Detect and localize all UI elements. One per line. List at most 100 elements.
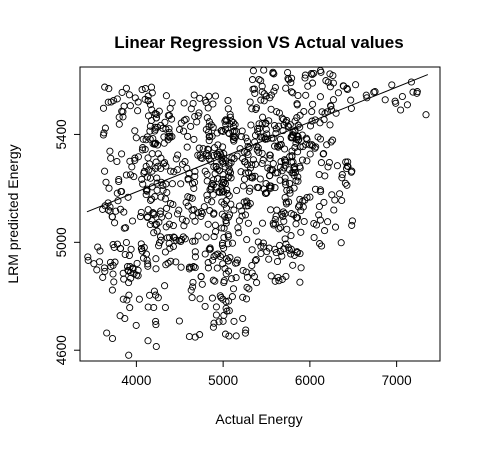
data-point [329, 136, 337, 144]
data-point [260, 97, 268, 105]
data-point [422, 111, 430, 119]
data-point [203, 191, 211, 199]
data-point [84, 253, 92, 261]
data-point [152, 114, 160, 122]
data-point [343, 181, 351, 189]
data-point [252, 105, 260, 113]
data-point [176, 125, 184, 134]
data-point [126, 102, 134, 110]
data-point [336, 190, 344, 198]
data-point [218, 241, 226, 249]
data-point [110, 96, 118, 105]
data-point [320, 198, 328, 206]
data-point [233, 186, 241, 195]
data-point [220, 278, 228, 287]
data-point [320, 150, 328, 158]
data-point [215, 187, 223, 196]
data-point [315, 170, 323, 179]
data-point [222, 197, 230, 205]
data-point [209, 323, 217, 331]
data-point [281, 174, 289, 182]
data-point [204, 196, 212, 204]
data-point [144, 303, 152, 311]
data-point [301, 74, 309, 82]
data-point [105, 85, 113, 93]
data-point [145, 160, 154, 168]
data-point [161, 248, 169, 256]
data-point [283, 116, 291, 124]
data-point [327, 138, 335, 146]
data-point [225, 307, 233, 315]
data-point [311, 144, 319, 152]
data-point [333, 162, 341, 170]
data-point [201, 302, 209, 310]
data-point [297, 207, 305, 215]
data-point [227, 200, 235, 208]
data-point [314, 133, 322, 141]
data-point [265, 244, 273, 252]
data-point [298, 131, 306, 139]
data-point [297, 264, 305, 272]
data-point [285, 198, 293, 206]
data-point [239, 182, 247, 190]
data-point [347, 168, 355, 176]
data-point [266, 155, 274, 163]
data-point [127, 245, 135, 253]
x-axis-title: Actual Energy [215, 411, 302, 427]
data-point [167, 257, 175, 265]
data-point [189, 212, 197, 220]
data-point [210, 144, 219, 152]
data-point [173, 166, 181, 174]
data-point [148, 106, 156, 114]
data-point [245, 169, 253, 177]
data-point [160, 133, 168, 141]
data-point [321, 227, 329, 235]
data-point [168, 180, 176, 188]
y-tick-label: 4600 [54, 335, 69, 365]
data-point [131, 94, 139, 102]
data-point [106, 258, 115, 266]
data-point [287, 88, 296, 96]
data-point [282, 240, 290, 248]
data-point [251, 138, 259, 146]
data-point [208, 198, 216, 206]
data-point [153, 186, 161, 194]
data-point [191, 333, 199, 341]
data-point [148, 167, 156, 175]
data-point [308, 70, 316, 79]
data-point [274, 142, 282, 150]
data-point [144, 92, 152, 100]
data-point [109, 241, 117, 249]
data-point [258, 149, 266, 157]
data-point [121, 250, 129, 259]
data-point [309, 142, 317, 150]
data-point [170, 234, 179, 242]
data-point [316, 135, 325, 143]
data-point [205, 133, 213, 141]
data-point [272, 249, 280, 257]
data-point [284, 68, 292, 77]
data-point [134, 266, 142, 274]
data-point [215, 167, 223, 175]
data-point [277, 158, 285, 166]
data-point [187, 286, 195, 294]
data-point [302, 91, 310, 99]
data-point [134, 153, 142, 161]
data-point [242, 268, 250, 276]
data-point [324, 163, 332, 171]
data-point [155, 242, 163, 250]
data-point [226, 254, 234, 262]
data-point [138, 244, 146, 253]
data-point [100, 129, 108, 137]
data-point [233, 259, 241, 267]
data-point [199, 145, 207, 153]
data-point [203, 114, 211, 122]
data-point [222, 270, 230, 278]
data-point [279, 127, 287, 135]
data-point [316, 240, 324, 248]
data-point [139, 180, 147, 188]
data-point [342, 158, 350, 166]
data-point [293, 101, 301, 109]
data-point [218, 210, 226, 218]
data-point [205, 92, 213, 100]
